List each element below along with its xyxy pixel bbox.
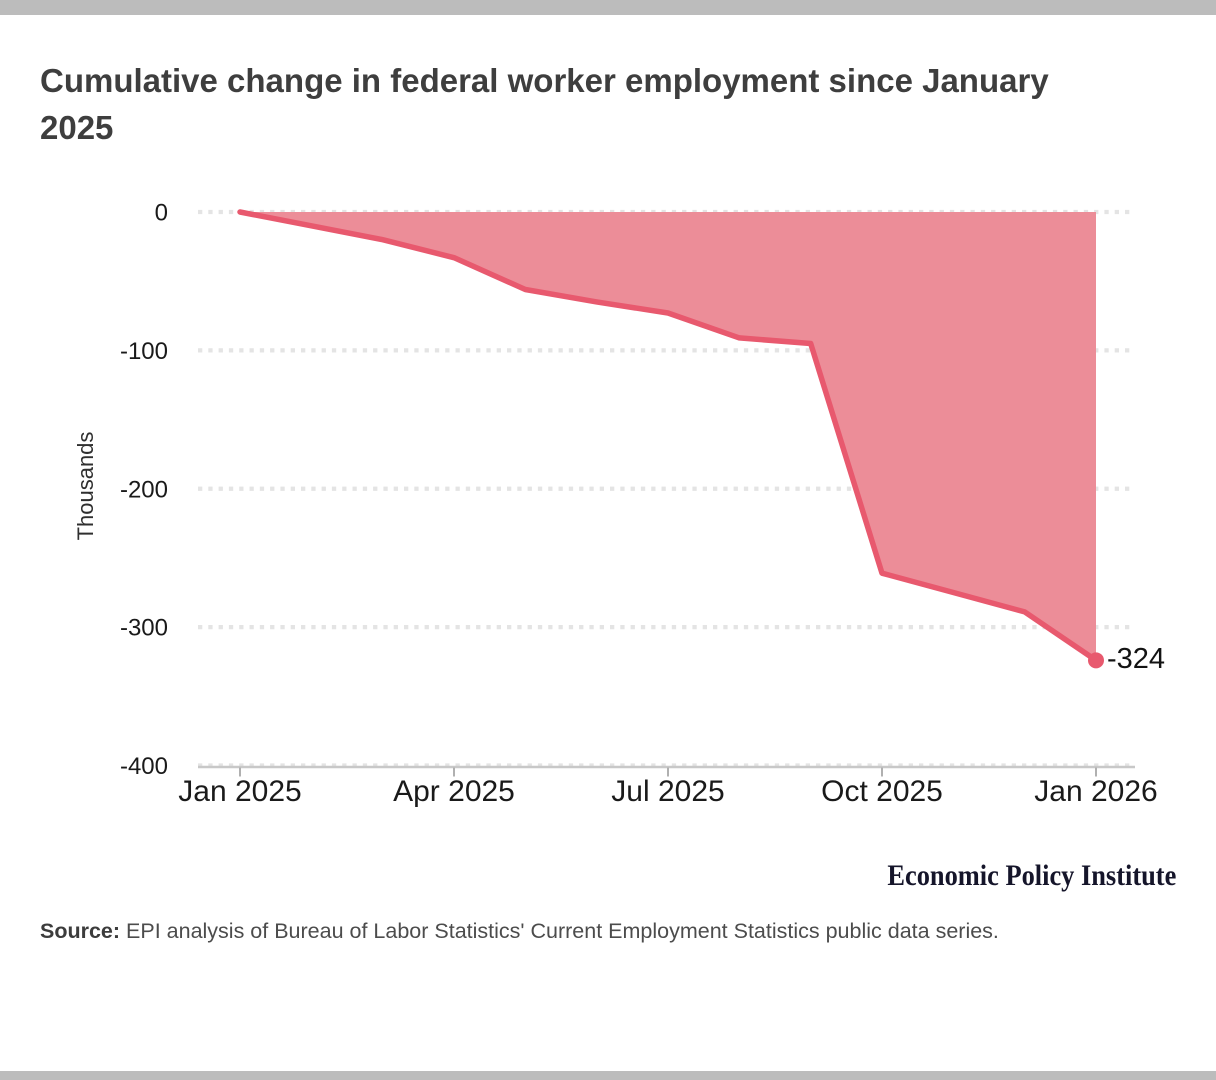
data-line [237,209,1099,664]
epi-logo: Economic Policy Institute [887,859,1176,892]
y-tick-label--100: -100 [120,338,168,365]
y-tick-label--200: -200 [120,476,168,503]
source-text: EPI analysis of Bureau of Labor Statisti… [120,919,999,943]
area-chart: Jan 2025 Apr 2025 Jul 2025 Oct 2025 Jan 2026… [120,200,1158,809]
y-tick-label-0: 0 [155,200,168,227]
endpoint-marker [1088,652,1104,669]
area-fill [240,212,1096,661]
source-note: Source: EPI analysis of Bureau of Labor … [40,919,1180,944]
source-label: Source: [40,919,121,943]
x-tick-label-jan-2025: Jan 2025 [178,775,301,808]
endpoint-value-label: -324 [1107,642,1166,675]
x-tick-label-jul-2025: Jul 2025 [611,775,724,808]
y-tick-label--400: -400 [120,753,168,780]
x-tick-label-jan-2026: Jan 2026 [1034,775,1157,808]
chart-title: Cumulative change in federal worker empl… [40,62,1049,146]
x-tick-label-oct-2025: Oct 2025 [821,775,943,808]
x-tick-label-apr-2025: Apr 2025 [393,775,515,808]
top-border-bar [0,0,1216,15]
bottom-border-bar [0,1071,1216,1080]
y-tick-label--300: -300 [120,615,168,642]
